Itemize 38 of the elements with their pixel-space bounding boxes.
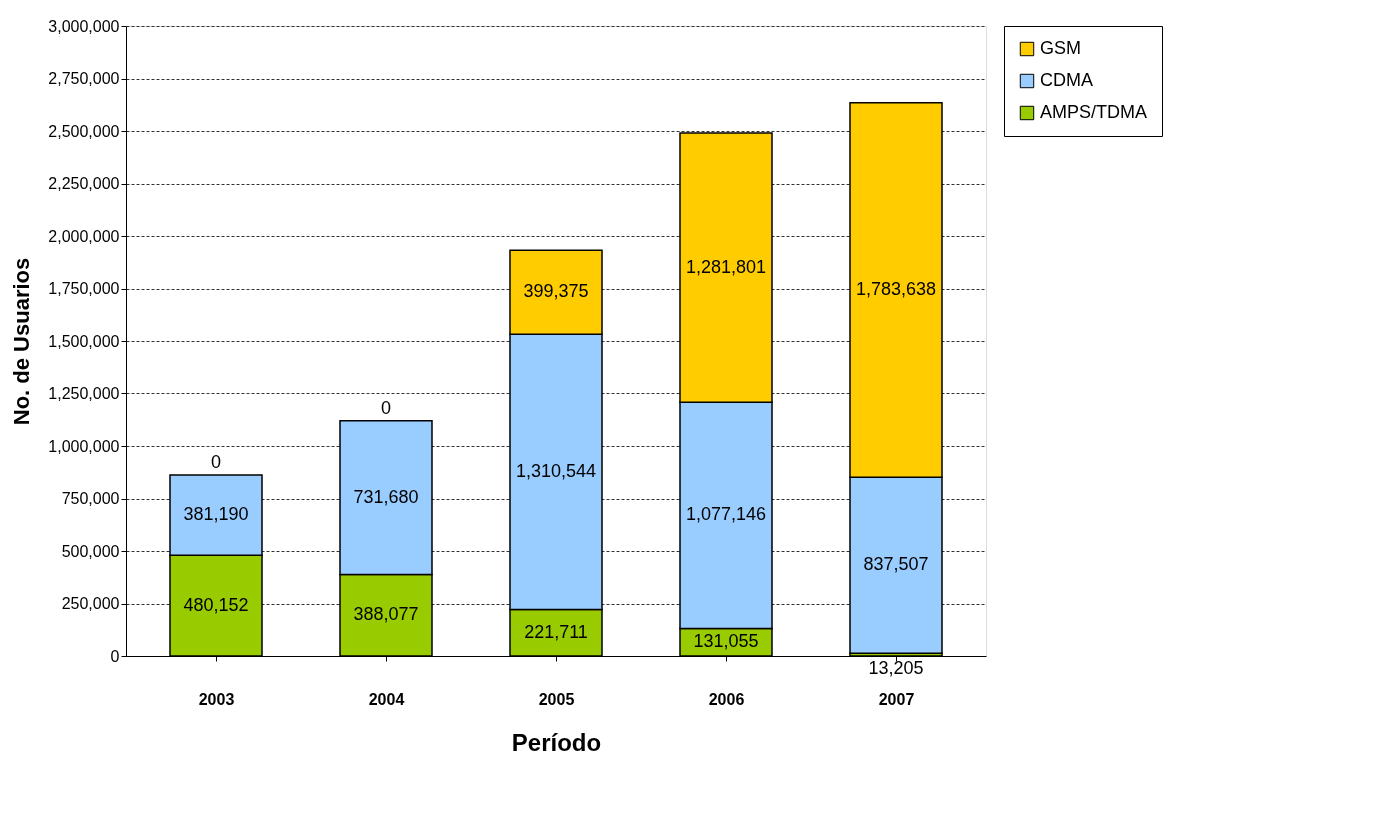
y-tick-label: 500,000 bbox=[61, 542, 120, 560]
data-label: 480,152 bbox=[183, 594, 249, 615]
data-label: 13,205 bbox=[868, 658, 924, 678]
y-tick-label: 2,750,000 bbox=[48, 70, 120, 87]
x-tick-label: 2006 bbox=[708, 690, 745, 708]
legend-label: CDMA bbox=[1040, 70, 1093, 90]
y-tick-label: 750,000 bbox=[61, 490, 120, 507]
data-label: 731,680 bbox=[353, 486, 419, 507]
x-tick-label: 2007 bbox=[878, 690, 915, 708]
y-tick-label: 3,000,000 bbox=[48, 17, 120, 35]
data-label: 0 bbox=[380, 397, 392, 418]
y-tick-label: 2,250,000 bbox=[48, 175, 120, 192]
legend-label: GSM bbox=[1040, 38, 1082, 58]
y-tick-label: 1,250,000 bbox=[48, 385, 120, 402]
data-label: 1,281,801 bbox=[685, 256, 767, 277]
data-label: 388,077 bbox=[353, 604, 419, 625]
data-label: 131,055 bbox=[693, 631, 759, 652]
y-axis-title: No. de Usuarios bbox=[9, 257, 35, 426]
data-label: 1,783,638 bbox=[855, 279, 937, 300]
y-tick-label: 1,000,000 bbox=[48, 437, 120, 455]
data-label: 1,077,146 bbox=[685, 504, 767, 525]
data-label: 837,507 bbox=[863, 554, 929, 575]
y-tick-label: 2,000,000 bbox=[48, 227, 120, 245]
x-tick-label: 2005 bbox=[538, 690, 575, 708]
data-label: 381,190 bbox=[183, 504, 249, 525]
data-label: 399,375 bbox=[523, 281, 589, 302]
data-label: 0 bbox=[210, 452, 222, 473]
legend-label: AMPS/TDMA bbox=[1040, 102, 1148, 122]
y-tick-label: 2,500,000 bbox=[48, 122, 120, 140]
x-axis-title: Período bbox=[511, 728, 602, 756]
y-tick-label: 0 bbox=[110, 647, 120, 665]
y-tick-label: 1,500,000 bbox=[48, 332, 120, 350]
y-tick-label: 1,750,000 bbox=[48, 280, 120, 297]
x-tick-label: 2003 bbox=[198, 690, 235, 708]
x-tick-label: 2004 bbox=[368, 690, 405, 708]
y-tick-label: 250,000 bbox=[61, 595, 120, 612]
data-label: 221,711 bbox=[524, 621, 588, 642]
data-label: 1,310,544 bbox=[515, 460, 597, 481]
